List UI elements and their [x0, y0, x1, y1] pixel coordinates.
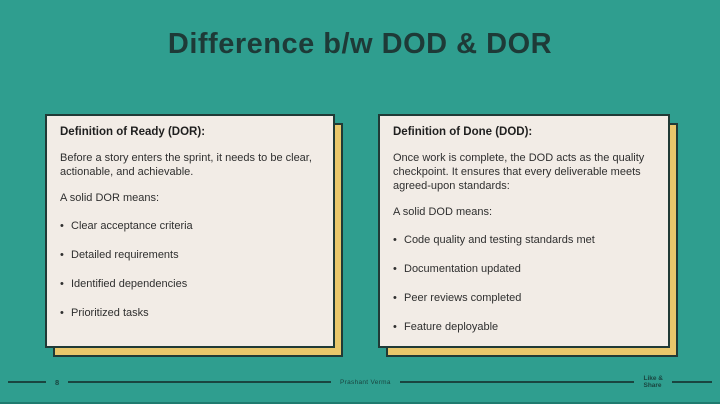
dor-subheading: A solid DOR means: — [60, 192, 160, 204]
dor-bullet-list: • Clear acceptance criteria • Detailed r… — [60, 220, 320, 320]
bullet-text: Detailed requirements — [71, 249, 179, 261]
footer-divider — [399, 381, 635, 383]
page-number: 8 — [55, 377, 60, 387]
dod-subheading: A solid DOD means: — [393, 206, 493, 218]
bullet-icon: • — [393, 292, 397, 304]
dor-heading: Definition of Ready (DOR): — [60, 126, 206, 138]
bullet-icon: • — [60, 278, 64, 290]
like-share-line2: Share — [643, 382, 662, 389]
bullet-text: Documentation updated — [404, 263, 521, 275]
dod-card: Definition of Done (DOD): Once work is c… — [378, 114, 678, 357]
list-item: • Clear acceptance criteria — [60, 220, 320, 233]
dod-card-body: Definition of Done (DOD): Once work is c… — [378, 114, 670, 348]
list-item: • Documentation updated — [393, 263, 655, 276]
slide-bottom-edge — [0, 402, 720, 404]
like-share-line1: Like & — [643, 374, 663, 382]
footer-divider — [8, 381, 46, 383]
list-item: • Code quality and testing standards met — [393, 234, 655, 247]
like-share-label: Like & Share — [643, 375, 663, 390]
bullet-text: Peer reviews completed — [404, 292, 522, 304]
author-name: Prashant Verma — [340, 378, 391, 386]
bullet-icon: • — [60, 249, 64, 261]
slide-footer: 8 Prashant Verma Like & Share — [8, 373, 712, 391]
bullet-text: Clear acceptance criteria — [71, 220, 193, 232]
dor-intro: Before a story enters the sprint, it nee… — [60, 152, 312, 178]
footer-divider — [68, 381, 331, 383]
list-item: • Identified dependencies — [60, 278, 320, 291]
dod-bullet-list: • Code quality and testing standards met… — [393, 234, 655, 334]
list-item: • Prioritized tasks — [60, 307, 320, 320]
bullet-icon: • — [60, 220, 64, 232]
bullet-text: Prioritized tasks — [71, 307, 149, 319]
bullet-icon: • — [393, 234, 397, 246]
bullet-icon: • — [60, 307, 64, 319]
bullet-icon: • — [393, 321, 397, 333]
list-item: • Feature deployable — [393, 321, 655, 334]
dod-intro: Once work is complete, the DOD acts as t… — [393, 152, 645, 192]
footer-divider — [672, 381, 712, 383]
list-item: • Peer reviews completed — [393, 292, 655, 305]
bullet-text: Identified dependencies — [71, 278, 188, 290]
bullet-text: Feature deployable — [404, 321, 499, 333]
dor-card: Definition of Ready (DOR): Before a stor… — [45, 114, 343, 357]
bullet-text: Code quality and testing standards met — [404, 234, 595, 246]
dod-heading: Definition of Done (DOD): — [393, 126, 533, 138]
list-item: • Detailed requirements — [60, 249, 320, 262]
slide-title: Difference b/w DOD & DOR — [167, 28, 553, 60]
bullet-icon: • — [393, 263, 397, 275]
dor-card-body: Definition of Ready (DOR): Before a stor… — [45, 114, 335, 348]
